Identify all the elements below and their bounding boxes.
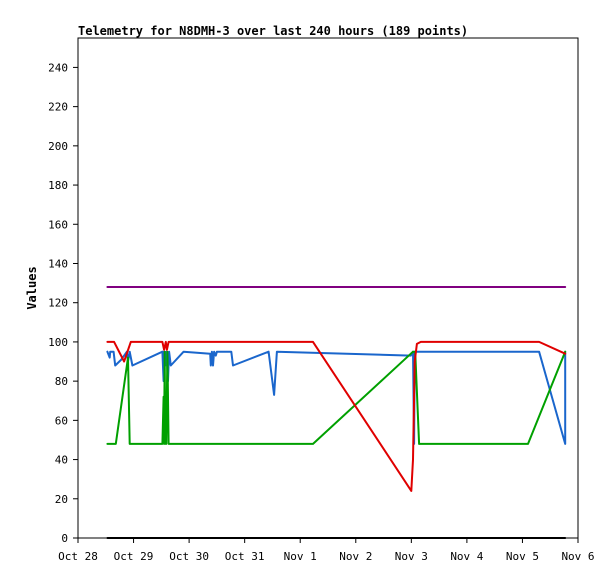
y-tick-label: 220: [48, 101, 68, 114]
x-axis: Oct 28 Oct 29 Oct 30 Oct 31 Nov 1 Nov 2 Nov 3 N…: [58, 538, 595, 563]
y-axis: 0 20 40 60 80 100 120 140 160 180 200 220 240: [48, 61, 78, 545]
y-tick-label: 180: [48, 179, 68, 192]
y-tick-label: 120: [48, 297, 68, 310]
y-axis-label: Values: [25, 266, 39, 309]
y-tick-label: 80: [55, 375, 68, 388]
y-tick-label: 0: [61, 532, 68, 545]
chart-title: Telemetry for N8DMH-3 over last 240 hour…: [78, 24, 468, 38]
series-line-2: [106, 350, 567, 445]
x-tick-label: Nov 5: [506, 550, 539, 563]
series-line-3: [106, 350, 567, 445]
y-tick-label: 160: [48, 218, 68, 231]
y-tick-label: 40: [55, 454, 68, 467]
x-tick-label: Nov 4: [450, 550, 483, 563]
x-tick-label: Nov 1: [284, 550, 317, 563]
x-tick-label: Nov 6: [561, 550, 594, 563]
y-tick-label: 200: [48, 140, 68, 153]
series-line-4: [106, 340, 567, 492]
x-tick-label: Oct 29: [114, 550, 154, 563]
y-tick-label: 60: [55, 414, 68, 427]
y-tick-label: 240: [48, 61, 68, 74]
x-tick-label: Oct 31: [225, 550, 265, 563]
y-tick-label: 20: [55, 493, 68, 506]
x-tick-label: Oct 30: [169, 550, 209, 563]
x-tick-label: Oct 28: [58, 550, 98, 563]
series-layer: [106, 286, 567, 539]
x-tick-label: Nov 3: [395, 550, 428, 563]
x-tick-label: Nov 2: [339, 550, 372, 563]
y-tick-label: 100: [48, 336, 68, 349]
y-tick-label: 140: [48, 257, 68, 270]
